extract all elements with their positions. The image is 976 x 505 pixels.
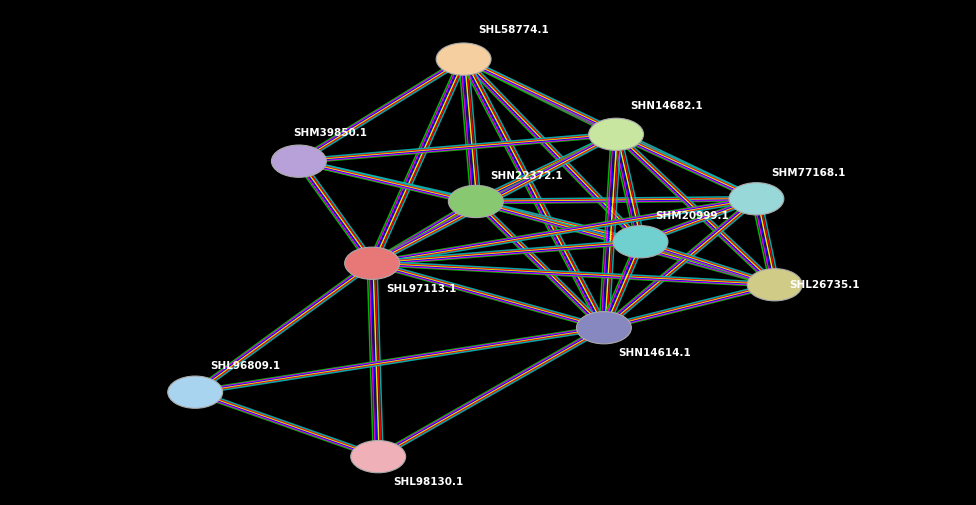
Text: SHM20999.1: SHM20999.1 — [655, 211, 729, 221]
Text: SHM77168.1: SHM77168.1 — [771, 168, 845, 178]
Text: SHL26735.1: SHL26735.1 — [790, 280, 860, 290]
Text: SHL58774.1: SHL58774.1 — [478, 25, 549, 34]
Ellipse shape — [613, 226, 668, 258]
Text: SHM39850.1: SHM39850.1 — [293, 128, 367, 138]
Text: SHN14614.1: SHN14614.1 — [619, 348, 691, 359]
Text: SHL98130.1: SHL98130.1 — [392, 477, 463, 487]
Ellipse shape — [271, 145, 326, 177]
Ellipse shape — [345, 247, 399, 279]
Ellipse shape — [729, 183, 784, 215]
Text: SHN22372.1: SHN22372.1 — [491, 171, 563, 181]
Text: SHL96809.1: SHL96809.1 — [210, 362, 280, 371]
Text: SHL97113.1: SHL97113.1 — [386, 284, 457, 294]
Ellipse shape — [589, 118, 643, 150]
Ellipse shape — [448, 185, 504, 218]
Ellipse shape — [748, 269, 802, 301]
Text: SHN14682.1: SHN14682.1 — [630, 102, 704, 112]
Ellipse shape — [350, 440, 406, 473]
Ellipse shape — [168, 376, 223, 409]
Ellipse shape — [436, 43, 491, 75]
Ellipse shape — [577, 312, 631, 344]
